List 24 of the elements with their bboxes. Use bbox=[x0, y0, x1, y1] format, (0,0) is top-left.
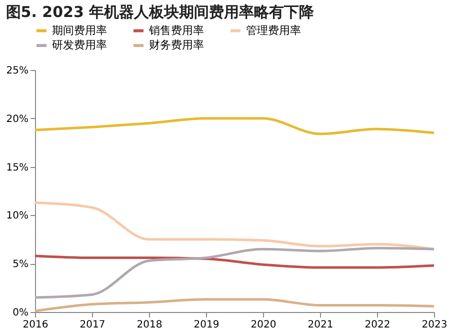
x-tick-label: 2022 bbox=[364, 320, 390, 330]
line-series bbox=[34, 117, 436, 136]
y-tick-label: 25% bbox=[6, 66, 28, 76]
x-tick-label: 2019 bbox=[194, 320, 220, 330]
x-tick-label: 2020 bbox=[250, 320, 276, 330]
legend-label: 研发费用率 bbox=[52, 38, 107, 52]
chart-title: 图5. 2023 年机器人板块期间费用率略有下降 bbox=[6, 3, 316, 21]
legend-label: 管理费用率 bbox=[246, 24, 301, 37]
legend-label: 财务费用率 bbox=[149, 38, 204, 52]
y-tick-label: 0% bbox=[12, 308, 28, 318]
legend-label: 销售费用率 bbox=[148, 24, 204, 37]
y-tick-label: 20% bbox=[6, 114, 28, 125]
x-tick-label: 2021 bbox=[308, 320, 334, 330]
line-series bbox=[34, 201, 436, 250]
line-series bbox=[34, 246, 436, 299]
y-tick-label: 5% bbox=[12, 259, 28, 270]
y-tick-label: 10% bbox=[6, 210, 28, 222]
x-tick-label: 2018 bbox=[136, 320, 162, 330]
x-tick-label: 2023 bbox=[422, 320, 448, 330]
line-series bbox=[34, 254, 436, 269]
y-tick-label: 15% bbox=[6, 162, 28, 174]
x-tick-label: 2017 bbox=[80, 320, 106, 330]
x-tick-label: 2016 bbox=[22, 320, 48, 330]
legend-label: 期间费用率 bbox=[52, 24, 107, 37]
